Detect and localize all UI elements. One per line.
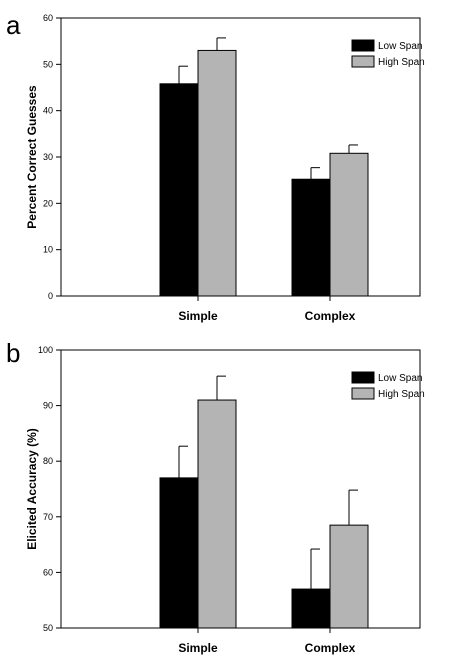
panel-a-y-tick-label: 40 xyxy=(43,106,53,116)
panel-a-bar-high-span-simple xyxy=(197,49,237,297)
panel-a-legend-swatch xyxy=(351,55,375,68)
panel-b-bar-low-span-simple xyxy=(159,477,199,629)
panel-b-legend-label: High Span xyxy=(378,389,425,400)
panel-b-x-tick-label: Simple xyxy=(178,641,218,655)
panel-a-x-tick-label: Complex xyxy=(305,309,356,323)
panel-b-chart: b 50 60 70 80 90 100 Elicited Accuracy (%) Simpl… xyxy=(6,338,425,655)
panel-b-bar-high-span-complex xyxy=(329,524,369,629)
panel-a-letter: a xyxy=(6,10,21,40)
panel-a-legend-label: Low Span xyxy=(378,41,422,52)
panel-a-bar-low-span-simple xyxy=(159,83,199,297)
panel-b-y-tick-label: 90 xyxy=(43,401,53,411)
panel-a-legend-label: High Span xyxy=(378,57,425,68)
panel-b-legend-swatch xyxy=(351,387,375,400)
panel-a-y-tick-label: 20 xyxy=(43,198,53,208)
panel-b-y-tick-label: 60 xyxy=(43,567,53,577)
panel-a-chart: a 0 10 20 30 40 50 60 Percent Correct Guesses Sim… xyxy=(6,10,425,323)
panel-b-y-tick-label: 100 xyxy=(38,345,53,355)
panel-b-y-tick-label: 50 xyxy=(43,623,53,633)
panel-a-y-tick-label: 0 xyxy=(48,291,53,301)
panel-b-letter: b xyxy=(6,338,20,368)
panel-b-legend-swatch xyxy=(351,371,375,384)
panel-b-legend-label: Low Span xyxy=(378,373,422,384)
panel-a-y-axis-title: Percent Correct Guesses xyxy=(25,85,39,229)
panel-a-bar-low-span-complex xyxy=(291,178,331,297)
panel-a-bar-high-span-complex xyxy=(329,152,369,297)
panel-a-y-tick-label: 10 xyxy=(43,245,53,255)
panel-b-x-tick-label: Complex xyxy=(305,641,356,655)
panel-a-x-tick-label: Simple xyxy=(178,309,218,323)
panel-a-y-tick-label: 60 xyxy=(43,13,53,23)
panel-a-y-tick-label: 50 xyxy=(43,59,53,69)
panel-b-y-axis-title: Elicited Accuracy (%) xyxy=(25,428,39,550)
panel-b-bar-high-span-simple xyxy=(197,399,237,629)
panel-b-y-tick-label: 80 xyxy=(43,456,53,466)
panel-b-plot-frame xyxy=(60,349,421,629)
panel-a-y-tick-label: 30 xyxy=(43,152,53,162)
panel-b-bar-low-span-complex xyxy=(291,588,331,629)
panel-a-legend-swatch xyxy=(351,39,375,52)
panel-b-y-tick-label: 70 xyxy=(43,512,53,522)
